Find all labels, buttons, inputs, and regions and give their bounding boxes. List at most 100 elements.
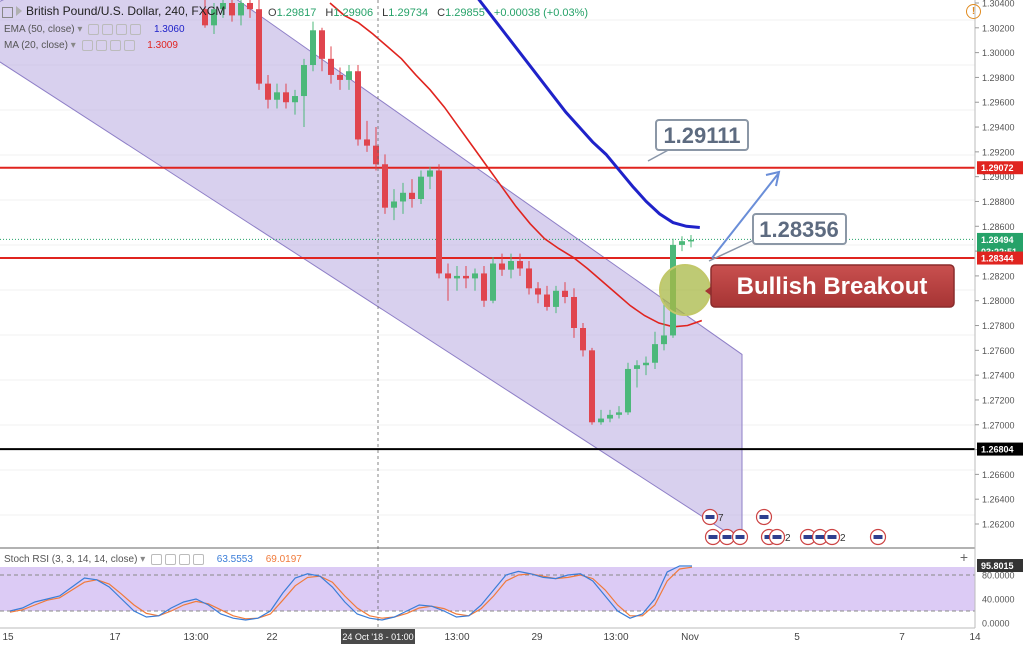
candle-body	[256, 9, 262, 84]
candle-body	[688, 239, 694, 242]
ema-more-icon[interactable]	[130, 24, 142, 35]
time-tick-label: 7	[899, 632, 905, 643]
ema-settings-icon[interactable]	[102, 24, 114, 35]
stoch-rsi-label: Stoch RSI (3, 3, 14, 14, close)	[4, 554, 138, 566]
candle	[571, 288, 577, 338]
candle	[247, 0, 253, 18]
candle-body	[373, 145, 379, 165]
candle-body	[616, 412, 622, 415]
ema-dropdown-icon[interactable]: ▾	[77, 24, 83, 36]
candle-body	[265, 83, 271, 100]
candle-body	[598, 418, 604, 423]
candle	[508, 253, 514, 279]
symbol-title[interactable]: British Pound/U.S. Dollar, 240, FXCM	[26, 4, 226, 18]
candle-body	[436, 170, 442, 274]
price-tick-label: 1.30200	[982, 23, 1015, 33]
stoch-dropdown-icon[interactable]: ▾	[140, 554, 146, 566]
candle-body	[652, 344, 658, 363]
time-tick-label: 22	[266, 632, 278, 643]
stoch-k-line	[9, 565, 692, 621]
candle	[265, 74, 271, 109]
candle	[589, 347, 595, 425]
price-tag-label: 1.28494	[981, 235, 1014, 245]
ema-visibility-icon[interactable]	[88, 24, 100, 35]
candle	[364, 120, 370, 152]
candle	[607, 409, 613, 423]
ma-legend-row[interactable]: MA (20, close) ▾ 1.3009	[4, 40, 178, 51]
ma-more-icon[interactable]	[123, 40, 135, 51]
collapse-toggle-icon[interactable]	[2, 7, 13, 18]
candle	[436, 164, 442, 279]
economic-event-marker	[731, 528, 749, 546]
open-label: O	[268, 7, 277, 19]
price-axis-background	[976, 0, 1024, 646]
time-tick-label: 14	[969, 632, 981, 643]
event-flag-stripe	[815, 535, 825, 539]
candle	[418, 170, 424, 204]
price-tick-label: 1.29000	[982, 172, 1015, 182]
candle-body	[463, 275, 469, 279]
chart-legend: British Pound/U.S. Dollar, 240, FXCM O 1.…	[0, 0, 700, 72]
time-tick-label: 29	[531, 632, 543, 643]
breakout-highlight-circle	[659, 264, 711, 316]
resistance-callout-box	[655, 119, 749, 151]
price-tick-label: 1.29400	[982, 123, 1015, 133]
economic-event-marker: 2	[823, 528, 846, 546]
candle-body	[355, 71, 361, 140]
candle	[688, 234, 694, 248]
stoch-pane-maximize-icon[interactable]: +	[959, 549, 969, 565]
time-axis-background	[0, 628, 1024, 646]
ema-remove-icon[interactable]	[116, 24, 128, 35]
candle	[400, 182, 406, 214]
bullish-breakout-banner	[710, 264, 955, 308]
candle-body	[391, 201, 397, 208]
candle	[355, 65, 361, 146]
ma-dropdown-icon[interactable]: ▾	[70, 40, 76, 52]
candle	[535, 282, 541, 304]
high-label: H	[325, 7, 334, 19]
price-tag	[977, 161, 1023, 175]
alert-warning-icon[interactable]: !	[966, 4, 981, 19]
stoch-rsi-legend[interactable]: Stoch RSI (3, 3, 14, 14, close) ▾ 63.555…	[4, 554, 302, 565]
time-crosshair-label: 24 Oct '18 - 01:00	[342, 632, 413, 642]
candle-body	[481, 273, 487, 301]
economic-event-marker: 2	[768, 528, 791, 546]
ma-20-line	[329, 2, 703, 328]
candle	[598, 409, 604, 425]
change-value: +0.00038 (+0.03%)	[493, 7, 589, 19]
stoch-visibility-icon[interactable]	[151, 554, 162, 565]
ma-settings-icon[interactable]	[95, 40, 107, 51]
ema-legend-row[interactable]: EMA (50, close) ▾ 1.3060	[4, 24, 185, 35]
stoch-d-value: 69.0197	[265, 554, 302, 566]
event-flag-stripe	[803, 535, 813, 539]
candle	[382, 154, 388, 214]
price-tick-label: 1.29600	[982, 98, 1015, 108]
candle	[337, 67, 343, 90]
candle-body	[571, 296, 577, 329]
stoch-settings-icon[interactable]	[165, 554, 176, 565]
event-flag-stripe	[759, 515, 769, 519]
candle-body	[553, 290, 559, 307]
price-tag-label: 1.28344	[981, 254, 1014, 264]
economic-event-marker	[755, 508, 773, 526]
resistance-callout-label: 1.29111	[663, 123, 740, 148]
price-tick-label: 1.28600	[982, 222, 1015, 232]
ma-remove-icon[interactable]	[109, 40, 121, 51]
event-count: 2	[785, 533, 791, 544]
candle	[274, 83, 280, 109]
stoch-more-icon[interactable]	[193, 554, 204, 565]
price-tick-label: 1.26400	[982, 495, 1015, 505]
price-tag-label: 1.29072	[981, 163, 1014, 173]
breakout-callout-leader	[708, 239, 755, 262]
ma-visibility-icon[interactable]	[81, 40, 93, 51]
event-flag-stripe	[708, 535, 718, 539]
candle	[562, 282, 568, 304]
high-value: 1.29906	[333, 7, 374, 19]
candle-body	[625, 368, 631, 413]
candle	[472, 268, 478, 291]
stoch-remove-icon[interactable]	[179, 554, 190, 565]
candle	[454, 265, 460, 291]
candle-body	[535, 288, 541, 295]
candle-body	[427, 170, 433, 177]
